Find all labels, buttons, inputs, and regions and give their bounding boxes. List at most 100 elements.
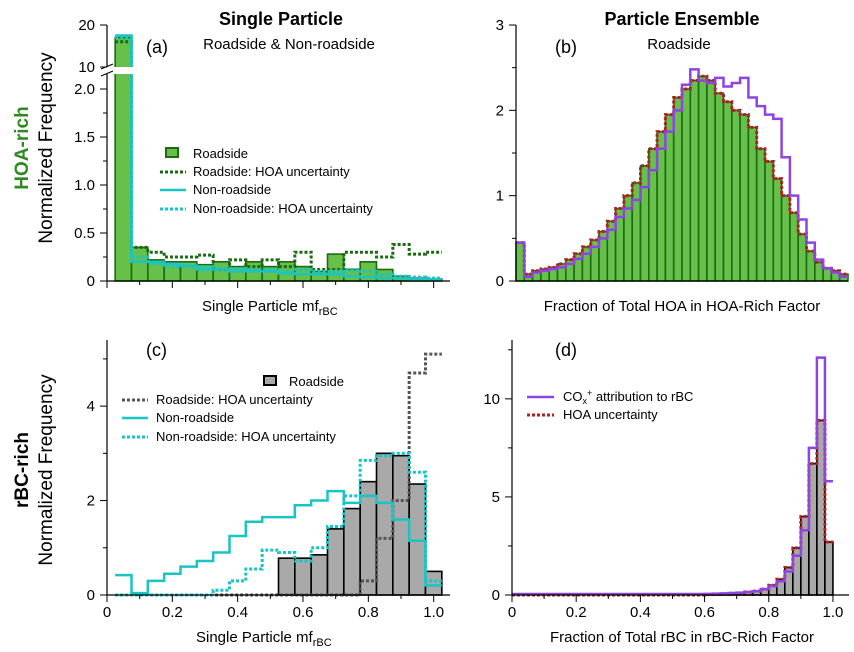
row-label-top: HOA-rich (12, 106, 33, 189)
legend-label: HOA uncertainty (563, 407, 658, 422)
xlabel-d: Fraction of Total rBC in rBC-Rich Factor (550, 629, 814, 646)
legend-label: Non-roadside: HOA uncertainty (156, 429, 336, 444)
x-tick-label: 1.0 (823, 604, 844, 621)
series-nonroad (115, 34, 442, 281)
y-tick-label: 0 (87, 273, 95, 290)
y-tick-label: 2 (87, 493, 95, 510)
legend-label: Non-roadside: HOA uncertainty (193, 201, 373, 216)
histogram-bar (277, 557, 296, 596)
legend-label-cox-rest: attribution to rBC (592, 389, 693, 404)
histogram-bar (722, 101, 733, 282)
histogram-bar (747, 126, 758, 282)
panel-c-chart: 0 0.2 0.4 0.6 0.8 1.0 0 2 4 (87, 340, 450, 621)
x-tick-label: 0.6 (293, 604, 314, 621)
histogram-bar (196, 263, 214, 282)
y-tick-label: 1 (496, 188, 504, 205)
series-roadside-unc (115, 352, 442, 597)
legend-a: Roadside Roadside: HOA uncertainty Non-r… (160, 146, 373, 216)
histogram-bar (764, 160, 775, 282)
x-tick-label: 0.4 (227, 604, 248, 621)
panel-a-chart: 0 0.5 1.0 1.5 2.0 10 20 (74, 17, 450, 290)
legend-label: Non-roadside (193, 182, 271, 197)
panel-label-a: (a) (146, 37, 168, 57)
series-nonroad-unc (115, 36, 442, 280)
legend-label-cox: COx+ attribution to rBC (563, 388, 693, 406)
legend-label: Non-roadside (156, 410, 234, 425)
legend-d: COx+ attribution to rBC HOA uncertainty (527, 388, 693, 422)
y-tick-label: 1.5 (74, 129, 95, 146)
x-tick-label: 0.2 (566, 604, 587, 621)
xlabel-c: Single Particle mfrBC (196, 629, 332, 649)
legend-swatch-roadside (263, 375, 277, 386)
histogram-bar (326, 528, 345, 596)
panel-label-d: (d) (555, 340, 577, 360)
x-tick-label: 0.8 (758, 604, 779, 621)
legend-swatch-roadside (165, 147, 179, 158)
xlabel-b: Fraction of Total HOA in HOA-Rich Factor (544, 298, 820, 315)
histogram-bar (343, 507, 361, 596)
panel-label-b: (b) (555, 37, 577, 57)
xlabel-a: Single Particle mfrBC (202, 298, 338, 318)
x-tick-label: 0.4 (630, 604, 651, 621)
ylabel-bottom: Normalized Frequency (36, 374, 57, 566)
histogram-bar (681, 88, 692, 282)
x-tick-label: 0 (103, 604, 111, 621)
histogram-bar (375, 452, 394, 596)
panel-d-chart: 0 0.2 0.4 0.6 0.8 1.0 0 5 10 (483, 340, 849, 621)
x-tick-label: 0.2 (162, 604, 183, 621)
y-tick-label: 4 (87, 398, 95, 415)
series-cox (516, 68, 848, 278)
y-tick-label: 0 (496, 273, 504, 290)
x-tick-label: 0.6 (694, 604, 715, 621)
x-tick-label: 1.0 (423, 604, 444, 621)
y-tick-label: 2 (496, 102, 504, 119)
histogram-bar (697, 75, 708, 282)
y-tick-label: 10 (483, 391, 500, 408)
column-subtitle-left: Roadside & Non-roadside (203, 36, 375, 53)
histogram-bar (294, 557, 312, 596)
legend-label: Roadside: HOA uncertainty (156, 392, 313, 407)
legend-label: Roadside (193, 146, 248, 161)
series-hoa-unc (512, 418, 833, 597)
row-label-bottom: rBC-rich (12, 432, 33, 508)
legend-label: Roadside (289, 374, 344, 389)
column-title-right: Particle Ensemble (604, 9, 759, 29)
axis-break-gap (97, 67, 137, 74)
column-subtitle-right: Roadside (647, 36, 710, 53)
y-tick-label: 3 (496, 17, 504, 34)
histogram-bar (326, 253, 345, 282)
y-tick-label: 0.5 (74, 225, 95, 242)
legend-label: Roadside: HOA uncertainty (193, 164, 350, 179)
histogram-bar (424, 570, 443, 596)
y-tick-label: 0 (492, 587, 500, 604)
x-tick-label: 0 (508, 604, 516, 621)
histogram-bar (310, 554, 329, 596)
series-cox (512, 356, 833, 596)
histogram-bar (392, 454, 410, 596)
series-nonroad (115, 489, 442, 595)
y-tick-label: 10 (78, 59, 95, 76)
histogram-bar (714, 92, 725, 282)
y-tick-label: 5 (492, 489, 500, 506)
y-tick-label: 20 (78, 17, 95, 34)
series-roadside-unc (115, 40, 442, 271)
panel-b-chart: 0 1 2 3 (496, 17, 849, 290)
histogram-bar (359, 480, 378, 596)
histogram-bar (755, 147, 766, 282)
ylabel-top: Normalized Frequency (36, 52, 57, 244)
column-title-left: Single Particle (219, 9, 343, 29)
histogram-bar (689, 79, 700, 282)
histogram-bar (824, 541, 834, 596)
histogram-bar (789, 211, 800, 282)
axis-break-mark (100, 70, 114, 77)
histogram-bar (130, 246, 149, 282)
y-tick-label: 0 (87, 587, 95, 604)
y-tick-label: 2.0 (74, 81, 95, 98)
histogram-bar (739, 113, 750, 282)
histogram-bar (114, 36, 133, 282)
x-tick-label: 0.8 (358, 604, 379, 621)
panel-label-c: (c) (146, 340, 167, 360)
histogram-bar (706, 79, 717, 282)
histogram-bar (212, 260, 231, 282)
